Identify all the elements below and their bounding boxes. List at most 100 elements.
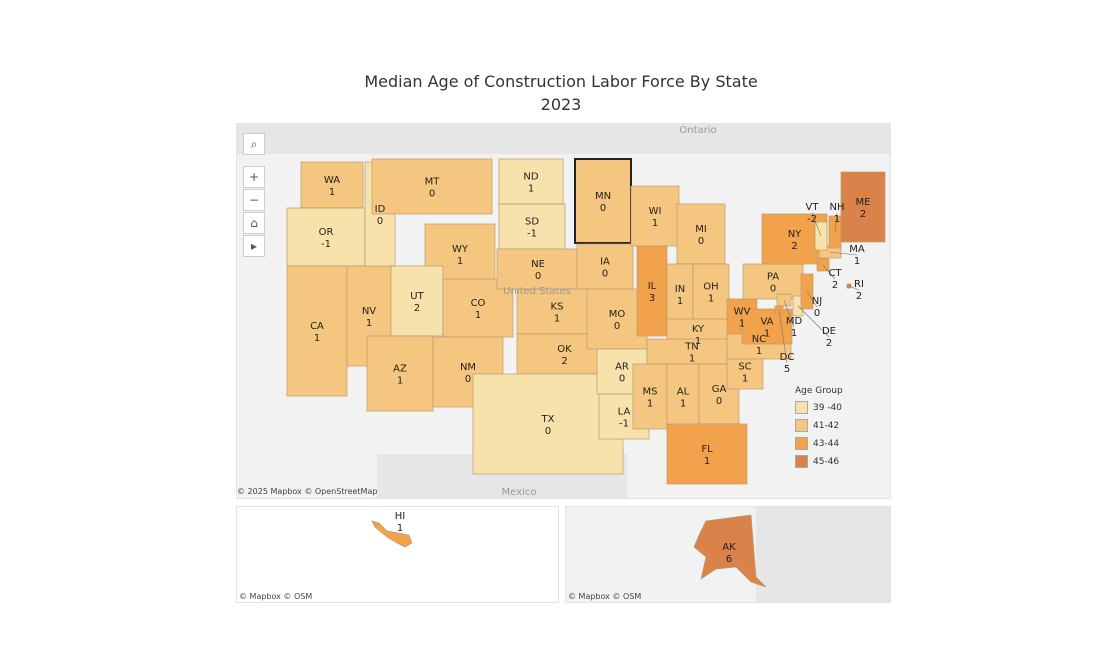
state-shape[interactable] xyxy=(692,263,730,320)
state-abbr: WY xyxy=(452,244,469,255)
state-label-md: MD1 xyxy=(783,299,803,339)
state-shape[interactable] xyxy=(646,338,738,365)
state-az[interactable] xyxy=(366,335,434,412)
state-abbr: GA xyxy=(712,384,727,395)
state-shape[interactable] xyxy=(371,158,493,215)
state-ca[interactable] xyxy=(286,265,348,397)
state-value: 1 xyxy=(554,314,560,325)
state-shape[interactable] xyxy=(693,514,767,588)
state-abbr: MT xyxy=(425,177,441,188)
legend-item[interactable]: 45-46 xyxy=(795,455,843,468)
state-abbr: OR xyxy=(319,227,334,238)
state-mn[interactable] xyxy=(574,158,632,244)
alaska-map[interactable]: AK 6 © Mapbox © OSM xyxy=(565,506,891,603)
home-icon[interactable]: ⌂ xyxy=(243,212,265,234)
state-label-nv: NV1 xyxy=(362,306,376,329)
state-shape[interactable] xyxy=(498,203,566,250)
state-ut[interactable] xyxy=(390,265,444,337)
state-or[interactable] xyxy=(286,207,366,267)
state-label-wi: WI1 xyxy=(649,206,662,229)
state-label-oh: OH1 xyxy=(703,282,718,305)
state-shape[interactable] xyxy=(371,520,413,548)
state-oh[interactable] xyxy=(692,263,730,320)
state-label-sc: SC1 xyxy=(738,362,751,385)
state-shape[interactable] xyxy=(726,353,764,390)
state-nd[interactable] xyxy=(498,158,564,205)
state-shape[interactable] xyxy=(286,207,366,267)
canada-land xyxy=(756,507,890,602)
state-label-la: LA-1 xyxy=(618,407,631,430)
state-shape[interactable] xyxy=(366,335,434,412)
state-value: 0 xyxy=(716,396,722,407)
state-abbr: OH xyxy=(703,282,718,293)
hawaii-layer: HI1 xyxy=(371,511,413,548)
state-al[interactable] xyxy=(666,363,700,430)
state-shape[interactable] xyxy=(574,158,632,244)
state-ak[interactable]: AK6 xyxy=(693,514,767,588)
state-abbr: FL xyxy=(701,444,713,455)
state-ms[interactable] xyxy=(632,363,668,430)
state-value: 2 xyxy=(856,291,862,302)
state-shape[interactable] xyxy=(666,423,748,485)
state-shape[interactable] xyxy=(496,248,580,290)
state-shape[interactable] xyxy=(300,161,364,209)
play-icon[interactable]: ▸ xyxy=(243,235,265,257)
search-icon[interactable]: ⌕ xyxy=(243,133,265,155)
state-shape[interactable] xyxy=(390,265,444,337)
state-value: 1 xyxy=(764,329,770,340)
hawaii-map[interactable]: HI 1 © Mapbox © OSM xyxy=(236,506,559,603)
state-mt[interactable] xyxy=(371,158,493,215)
state-ks[interactable] xyxy=(516,288,598,335)
state-wi[interactable] xyxy=(630,185,680,247)
state-fl[interactable] xyxy=(666,423,748,485)
state-shape[interactable] xyxy=(286,265,348,397)
state-pa[interactable] xyxy=(742,263,804,300)
state-shape[interactable] xyxy=(636,245,668,337)
state-tn[interactable] xyxy=(646,338,738,365)
state-shape[interactable] xyxy=(576,243,634,290)
state-shape[interactable] xyxy=(498,158,564,205)
legend-item[interactable]: 43-44 xyxy=(795,437,843,450)
legend-item[interactable]: 39 -40 xyxy=(795,401,843,414)
state-shape[interactable] xyxy=(676,203,726,265)
state-label-ma: MA1 xyxy=(829,244,865,267)
zoom-out-button[interactable]: − xyxy=(243,189,265,211)
state-label-dc: DC5 xyxy=(778,309,795,375)
state-label-nc: NC1 xyxy=(752,334,766,357)
state-shape[interactable] xyxy=(666,363,700,430)
main-map[interactable]: Ontario Mexico United States WA 1 OR -1 CA 1 NV 1 I… xyxy=(236,123,891,499)
state-value: 1 xyxy=(528,184,534,195)
state-shape[interactable] xyxy=(666,263,694,325)
state-abbr: MD xyxy=(786,316,803,327)
state-shape[interactable] xyxy=(632,363,668,430)
state-wa[interactable] xyxy=(300,161,364,209)
state-me[interactable] xyxy=(840,171,886,243)
state-va[interactable] xyxy=(741,308,793,345)
state-shape[interactable] xyxy=(742,263,804,300)
legend-item[interactable]: 41-42 xyxy=(795,419,843,432)
state-value: -2 xyxy=(807,214,817,225)
state-ne[interactable] xyxy=(496,248,580,290)
state-sc[interactable] xyxy=(726,353,764,390)
legend: Age Group 39 -40 41-42 43-44 45-46 xyxy=(795,386,843,468)
state-il[interactable] xyxy=(636,245,668,337)
zoom-in-button[interactable]: + xyxy=(243,166,265,188)
state-sd[interactable] xyxy=(498,203,566,250)
state-in[interactable] xyxy=(666,263,694,325)
leader-line xyxy=(783,299,795,328)
state-abbr: DC xyxy=(780,352,795,363)
state-hi[interactable]: HI1 xyxy=(371,511,413,548)
state-value: 1 xyxy=(854,256,860,267)
state-label-mt: MT0 xyxy=(425,177,441,200)
state-shape[interactable] xyxy=(741,308,793,345)
state-abbr: VT xyxy=(806,202,820,213)
state-shape[interactable] xyxy=(630,185,680,247)
state-abbr: AZ xyxy=(393,364,407,375)
state-mi[interactable] xyxy=(676,203,726,265)
state-ia[interactable] xyxy=(576,243,634,290)
state-abbr: MI xyxy=(695,224,707,235)
state-shape[interactable] xyxy=(840,171,886,243)
state-shape[interactable] xyxy=(516,288,598,335)
state-label-ny: NY2 xyxy=(788,229,802,252)
